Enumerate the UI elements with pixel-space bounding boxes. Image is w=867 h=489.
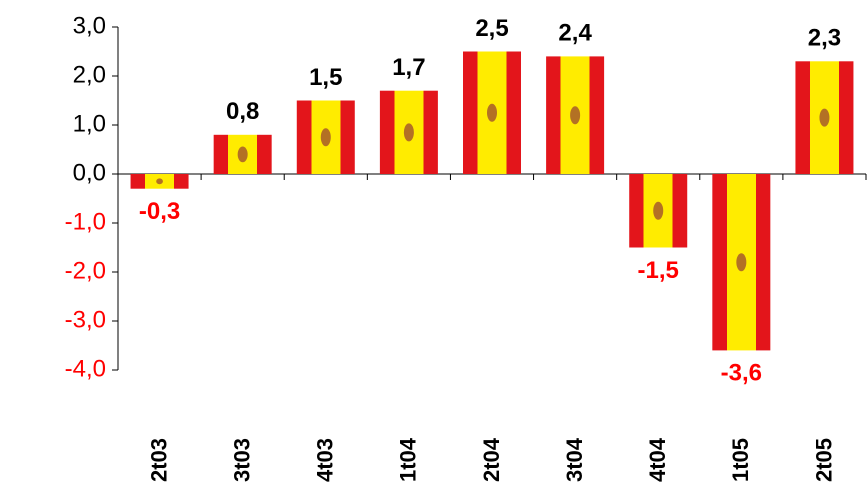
y-tick-label: -4,0 [65,355,106,382]
x-tick-label: 4t03 [313,438,338,482]
value-label: 1,7 [392,54,425,81]
y-tick-label: 2,0 [73,61,106,88]
x-tick-label: 1t04 [396,437,421,482]
x-tick-label: 3t03 [229,438,254,482]
y-tick-label: -3,0 [65,306,106,333]
value-label: 0,8 [226,98,259,125]
value-label: 1,5 [309,64,342,91]
emblem [653,201,664,220]
emblem [736,253,747,272]
value-label: -0,3 [139,198,180,225]
y-tick-label: -1,0 [65,208,106,235]
x-tick-label: 2t03 [146,438,171,482]
emblem [156,178,163,185]
x-tick-label: 3t04 [562,437,587,482]
emblem [819,108,830,127]
emblem [320,128,331,147]
y-tick-label: 0,0 [73,159,106,186]
emblem [487,103,497,122]
value-label: 2,4 [558,20,592,47]
emblem [403,123,414,142]
emblem [237,146,248,163]
value-label: 2,5 [475,15,508,42]
value-label: -1,5 [638,257,679,284]
x-tick-label: 2t04 [479,437,504,482]
x-tick-label: 4t04 [645,437,670,482]
value-label: 2,3 [808,25,841,52]
y-tick-label: 1,0 [73,110,106,137]
value-label: -3,6 [721,360,762,387]
y-tick-label: 3,0 [73,12,106,39]
x-tick-label: 1t05 [728,438,753,482]
emblem [570,106,581,125]
y-tick-label: -2,0 [65,257,106,284]
x-tick-label: 2t05 [811,438,836,482]
